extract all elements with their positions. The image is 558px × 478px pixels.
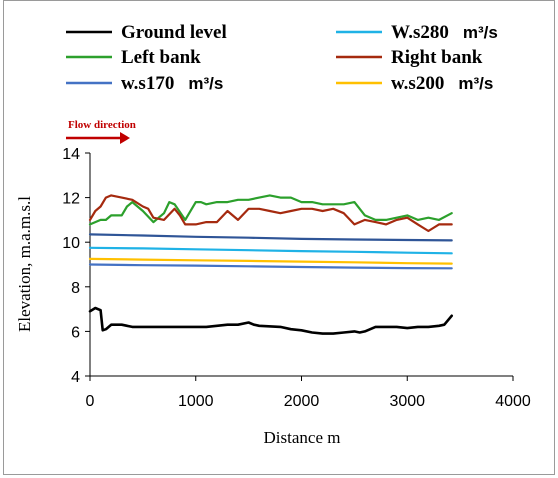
- x-tick-label: 3000: [389, 393, 425, 410]
- chart-frame: [3, 0, 555, 475]
- y-axis-title: Elevation, m.a.m.s.l: [15, 196, 34, 332]
- legend-label: Ground level: [121, 22, 227, 43]
- legend-label: Right bank: [391, 47, 483, 68]
- flow-direction-label: Flow direction: [68, 119, 136, 131]
- x-axis-title: Distance m: [264, 428, 341, 447]
- x-tick-label: 4000: [495, 393, 531, 410]
- y-tick-label: 6: [71, 324, 80, 341]
- legend-unit-label: m³/s: [458, 74, 493, 93]
- legend: Ground level W.s280 m³/s Left bank Right ban…: [66, 22, 498, 94]
- series-line-right-bank: [88, 194, 453, 233]
- legend-label: w.s170: [121, 73, 174, 94]
- x-tick-label: 2000: [284, 393, 320, 410]
- legend-label: w.s200: [391, 73, 444, 94]
- legend-label: Left bank: [121, 47, 201, 68]
- series-line-ground-level: [88, 306, 454, 335]
- legend-label: W.s280: [391, 22, 449, 43]
- y-tick-label: 14: [62, 146, 80, 163]
- y-tick-label: 4: [71, 369, 80, 386]
- flow-direction-arrow-icon: [120, 132, 130, 144]
- y-tick-label: 12: [62, 191, 80, 208]
- x-tick-label: 0: [86, 393, 95, 410]
- flow-direction-annotation: Flow direction: [66, 119, 136, 144]
- legend-unit-label: m³/s: [188, 74, 223, 93]
- legend-unit-label: m³/s: [463, 23, 498, 42]
- series-line-left-bank: [88, 194, 453, 226]
- axes: 4 6 8 10 12 14 0 1000 2000 3000 4000: [62, 146, 531, 410]
- series-line-w-s200: [88, 257, 453, 265]
- series-line-w-s280: [88, 246, 453, 255]
- series-line-w-s170: [88, 263, 453, 270]
- series-lines: [88, 194, 454, 335]
- series-line-unlabeled: [88, 233, 453, 242]
- y-tick-label: 10: [62, 235, 80, 252]
- y-tick-label: 8: [71, 280, 80, 297]
- x-tick-label: 1000: [178, 393, 214, 410]
